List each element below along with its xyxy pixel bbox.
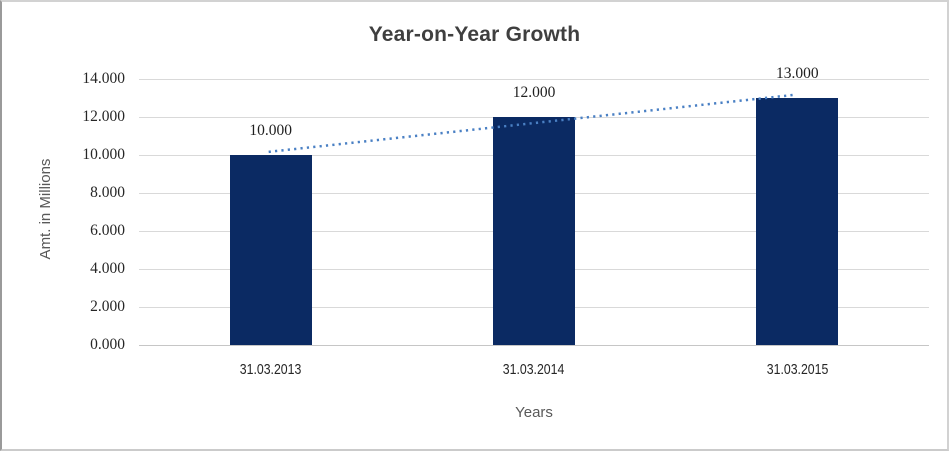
x-tick-text: 31.03.2015 bbox=[766, 361, 829, 378]
x-tick-text: 31.03.2014 bbox=[503, 361, 565, 378]
y-tick-label: 14.000 bbox=[82, 70, 125, 87]
bar-value-label: 12.000 bbox=[512, 84, 556, 101]
bar-value-label: 13.000 bbox=[776, 65, 819, 82]
x-axis-line bbox=[139, 345, 929, 346]
bar bbox=[493, 117, 575, 345]
x-tick-text: 31.03.2013 bbox=[239, 361, 302, 378]
x-axis-title: Years bbox=[515, 404, 553, 421]
y-tick-label: 12.000 bbox=[82, 108, 125, 125]
y-tick-label: 2.000 bbox=[90, 298, 125, 315]
y-tick-label: 4.000 bbox=[90, 260, 125, 277]
y-tick-label: 8.000 bbox=[90, 184, 125, 201]
y-tick-label: 0.000 bbox=[90, 336, 125, 353]
gridline bbox=[139, 78, 929, 80]
x-tick-label: 31.03.2013 bbox=[191, 361, 351, 379]
chart-title: Year-on-Year Growth bbox=[368, 23, 581, 46]
bar-value-label: 10.000 bbox=[249, 122, 292, 139]
y-tick-label: 10.000 bbox=[82, 146, 125, 163]
y-tick-label: 6.000 bbox=[90, 222, 125, 239]
bar bbox=[229, 155, 312, 345]
x-tick-label: 31.03.2014 bbox=[454, 361, 614, 379]
x-tick-label: 31.03.2015 bbox=[717, 361, 877, 379]
bar bbox=[756, 98, 839, 345]
